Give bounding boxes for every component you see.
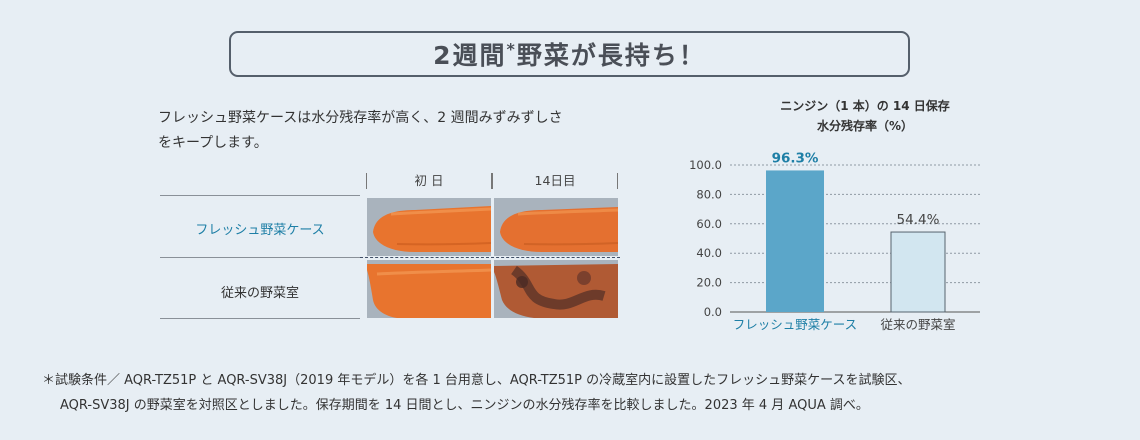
headline-box: 2週間*野菜が長持ち！: [229, 31, 910, 77]
carrot-photo-conventional-day14: [494, 260, 618, 318]
headline-main: 2週間: [433, 41, 507, 70]
bar-value-label: 54.4%: [897, 212, 940, 228]
headline-rest: 野菜が長持ち！: [516, 41, 706, 70]
carrot-photo-fresh-day14: [494, 198, 618, 256]
headline-asterisk: *: [506, 39, 517, 59]
column-header-day1: 初 日: [366, 172, 492, 190]
bar-chart: 0.0 20.0 40.0 60.0 80.0 100.0 96.3% フレッシュ野菜ケース 5…: [689, 150, 980, 332]
comparison-table: 初 日 14日目 フレッシュ野菜ケース 従来の野菜室: [160, 170, 630, 330]
x-category-label: フレッシュ野菜ケース: [733, 317, 857, 332]
x-category-label: 従来の野菜室: [880, 317, 955, 332]
divider: [160, 195, 360, 196]
row-label-conventional: 従来の野菜室: [220, 286, 299, 301]
footnote: ＊試験条件／ AQR-TZ51P と AQR-SV38J（2019 年モデル）を…: [42, 368, 1122, 418]
divider: [160, 318, 360, 319]
y-tick-label: 0.0: [704, 305, 722, 319]
y-tick-label: 100.0: [689, 158, 722, 172]
y-tick-label: 60.0: [696, 217, 722, 231]
y-tick-label: 20.0: [696, 276, 722, 290]
divider: [360, 257, 620, 258]
bar: [766, 170, 824, 312]
headline: 2週間*野菜が長持ち！: [433, 36, 706, 72]
description-line-1: フレッシュ野菜ケースは水分残存率が高く、2 週間みずみずしさ: [158, 110, 563, 126]
footnote-line-2: AQR-SV38J の野菜室を対照区としました。保存期間を 14 日間とし、ニン…: [60, 398, 869, 413]
row-label-fresh-case: フレッシュ野菜ケース: [195, 223, 325, 238]
description: フレッシュ野菜ケースは水分残存率が高く、2 週間みずみずしさ をキープします。: [158, 106, 628, 156]
description-line-2: をキープします。: [158, 135, 268, 151]
carrot-photo-fresh-day1: [367, 198, 491, 256]
chart-subtitle: 水分残存率（%）: [816, 119, 914, 133]
y-tick-label: 80.0: [696, 187, 722, 201]
chart-title-block: ニンジン（1 本）の 14 日保存 水分残存率（%）: [725, 96, 1005, 136]
bar: [890, 231, 946, 313]
divider: [160, 257, 360, 258]
footnote-line-1: ＊試験条件／ AQR-TZ51P と AQR-SV38J（2019 年モデル）を…: [42, 373, 911, 388]
carrot-photo-conventional-day1: [367, 260, 491, 318]
chart-title: ニンジン（1 本）の 14 日保存: [780, 99, 950, 113]
column-header-day14: 14日目: [492, 172, 618, 190]
bar-value-label: 96.3%: [772, 150, 819, 166]
y-tick-label: 40.0: [696, 246, 722, 260]
